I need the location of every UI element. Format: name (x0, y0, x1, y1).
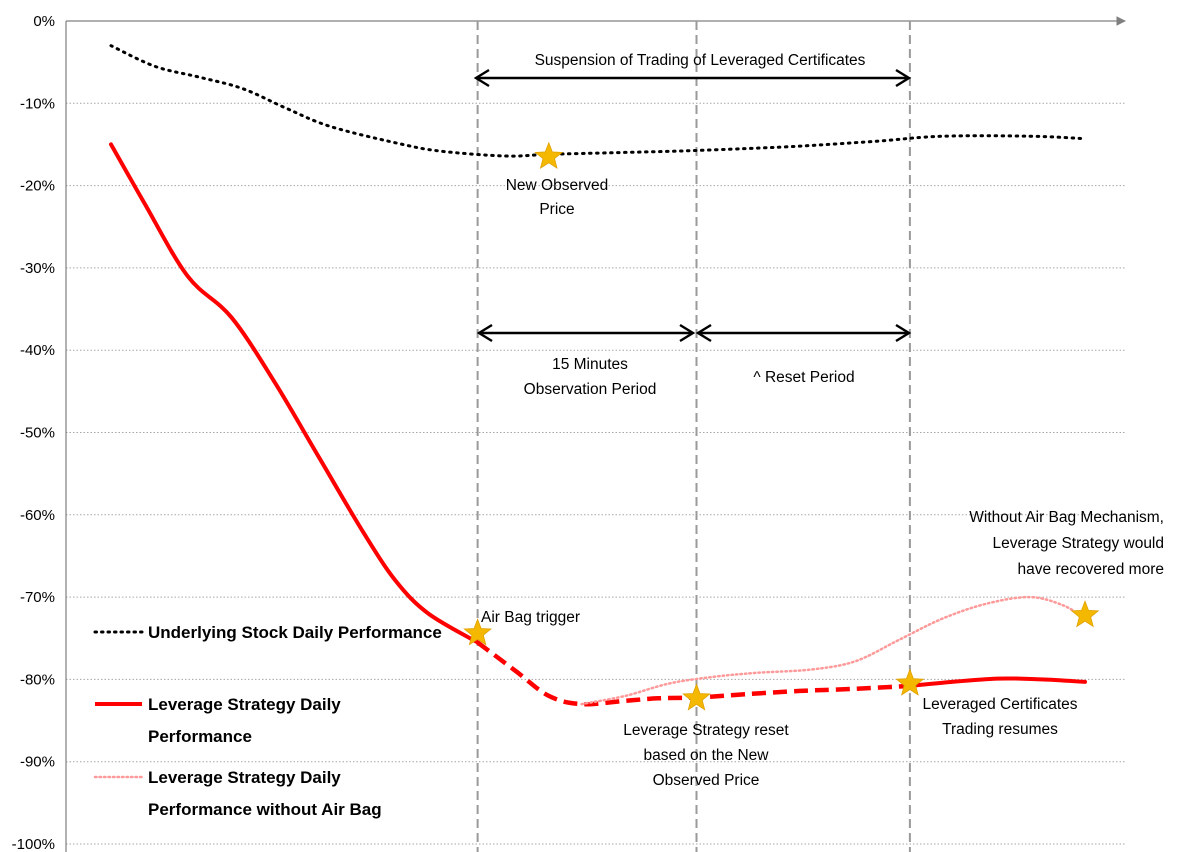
new-observed-label-line2: Price (539, 201, 574, 218)
y-tick-label: -70% (20, 589, 55, 606)
reset-based-label-line2: based on the New (644, 747, 770, 764)
star-marker (534, 141, 564, 169)
y-tick-label: -100% (12, 836, 55, 852)
y-tick-label: -50% (20, 425, 55, 442)
legend-label-underlying: Underlying Stock Daily Performance (148, 623, 442, 642)
series-line-3 (907, 676, 1087, 688)
star-marker (895, 668, 925, 696)
new-observed-label-line1: New Observed (506, 177, 609, 194)
series-line-1 (109, 142, 480, 645)
y-tick-label: -90% (20, 754, 55, 771)
legend: Underlying Stock Daily Performance Lever… (93, 623, 442, 819)
without-airbag-label-line2: Leverage Strategy would (993, 535, 1164, 552)
y-tick-label: -20% (20, 178, 55, 195)
legend-label-leverage-line2: Performance (148, 727, 252, 746)
grid-layer (66, 102, 1125, 845)
observation-label-line2: Observation Period (524, 381, 657, 398)
air-bag-trigger-label: Air Bag trigger (481, 609, 580, 626)
y-axis-ticks: 0% -10% -20% -30% -40% -50% -60% -70% -80% -90% -1… (12, 13, 55, 852)
y-tick-label: -10% (20, 95, 55, 112)
y-tick-label: -40% (20, 342, 55, 359)
legend-label-without-line1: Leverage Strategy Daily (148, 768, 341, 787)
y-tick-label: -30% (20, 260, 55, 277)
arrow-observation-period (476, 323, 696, 343)
series-layer (109, 44, 1087, 707)
legend-label-without-line2: Performance without Air Bag (148, 800, 382, 819)
reset-based-label-line1: Leverage Strategy reset (623, 722, 789, 739)
without-airbag-label-line3: have recovered more (1018, 561, 1164, 578)
observation-label-line1: 15 Minutes (552, 356, 628, 373)
series-line-4 (580, 595, 1087, 706)
marker-layer (463, 141, 1100, 711)
legend-label-leverage-line1: Leverage Strategy Daily (148, 695, 341, 714)
y-tick-label: 0% (33, 13, 55, 30)
arrow-suspension (473, 68, 912, 88)
arrow-reset-period (695, 323, 912, 343)
reset-period-label: ^ Reset Period (753, 369, 854, 386)
phase-boundaries (476, 21, 911, 852)
star-marker (1070, 600, 1100, 628)
star-marker (682, 683, 711, 711)
y-tick-label: -80% (20, 671, 55, 688)
suspension-label: Suspension of Trading of Leveraged Certi… (535, 52, 866, 69)
y-tick-label: -60% (20, 507, 55, 524)
resumes-label-line2: Trading resumes (942, 721, 1058, 738)
resumes-label-line1: Leveraged Certificates (922, 696, 1077, 713)
reset-based-label-line3: Observed Price (653, 772, 760, 789)
series-line-2 (476, 640, 911, 707)
star-marker (463, 618, 492, 646)
without-airbag-label-line1: Without Air Bag Mechanism, (969, 509, 1164, 526)
